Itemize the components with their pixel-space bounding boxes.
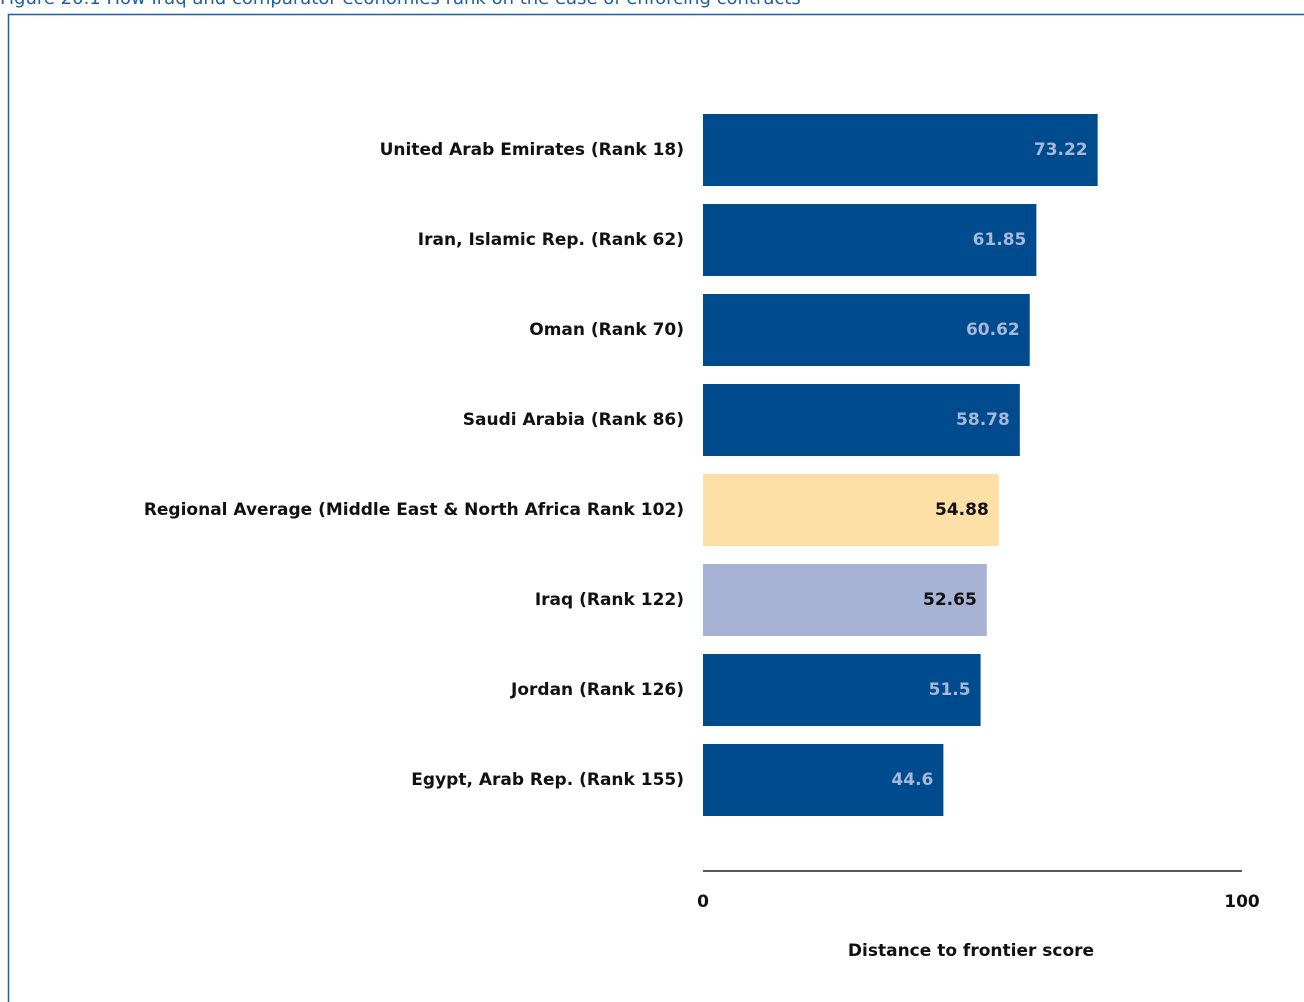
y-tick-label: United Arab Emirates (Rank 18): [380, 140, 684, 160]
bar: [703, 204, 1037, 276]
bar: [703, 654, 981, 726]
y-tick-label: Iran, Islamic Rep. (Rank 62): [418, 230, 684, 250]
value-label: 73.22: [1034, 140, 1088, 160]
bar: [703, 384, 1020, 456]
value-label: 60.62: [966, 320, 1020, 340]
frame: [7, 13, 1304, 1002]
value-label: 61.85: [973, 230, 1027, 250]
x-axis-label: Distance to frontier score: [848, 941, 1094, 961]
bar: [703, 564, 987, 636]
value-label: 44.6: [891, 770, 933, 790]
value-label: 54.88: [935, 500, 989, 520]
bar: [703, 744, 944, 816]
y-tick-label: Regional Average (Middle East & North Af…: [144, 500, 684, 520]
value-label: 58.78: [956, 410, 1010, 430]
chart-title: Figure 20.1 How Iraq and comparator econ…: [0, 0, 801, 9]
value-label: 51.5: [929, 680, 971, 700]
y-tick-label: Iraq (Rank 122): [535, 590, 684, 610]
bar: [703, 114, 1098, 186]
y-tick-label: Oman (Rank 70): [529, 320, 684, 340]
x-tick-label: 0: [697, 892, 709, 912]
x-tick-label: 100: [1224, 892, 1260, 912]
bar: [703, 474, 999, 546]
value-label: 52.65: [923, 590, 977, 610]
y-tick-label: Jordan (Rank 126): [510, 680, 684, 700]
y-tick-label: Egypt, Arab Rep. (Rank 155): [411, 770, 684, 790]
bar: [703, 294, 1030, 366]
y-tick-label: Saudi Arabia (Rank 86): [463, 410, 684, 430]
